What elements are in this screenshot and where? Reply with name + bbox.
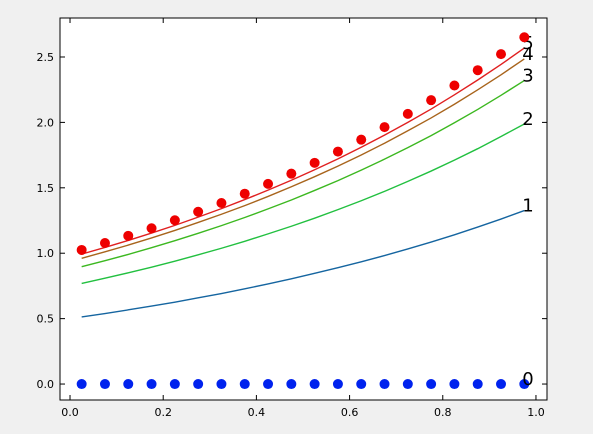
- axes-frame: [59, 17, 548, 401]
- marker: [519, 379, 530, 390]
- marker: [496, 49, 507, 60]
- marker: [472, 65, 483, 76]
- marker: [309, 379, 320, 390]
- marker: [146, 379, 157, 390]
- line: [81, 79, 525, 268]
- marker: [309, 157, 320, 168]
- marker: [379, 122, 390, 133]
- x-tick-label: 0.4: [248, 406, 266, 419]
- y-tick-label: 2.0: [37, 116, 55, 129]
- marker: [76, 379, 87, 390]
- marker: [169, 215, 180, 226]
- y-tick-label: 0.5: [37, 313, 55, 326]
- marker: [402, 108, 413, 119]
- marker: [169, 379, 180, 390]
- marker: [332, 379, 343, 390]
- x-tick-label: 1.0: [527, 406, 545, 419]
- marker: [356, 379, 367, 390]
- y-tick-label: 1.0: [37, 247, 55, 260]
- marker: [193, 206, 204, 217]
- marker: [356, 134, 367, 145]
- marker: [99, 379, 110, 390]
- marker: [146, 223, 157, 234]
- marker: [99, 238, 110, 249]
- marker: [379, 379, 390, 390]
- marker: [472, 379, 483, 390]
- marker: [123, 230, 134, 241]
- series-label: 0: [522, 369, 533, 390]
- y-tick-label: 1.5: [37, 182, 55, 195]
- y-tick-label: 0.0: [37, 378, 55, 391]
- marker: [239, 379, 250, 390]
- marker: [216, 379, 227, 390]
- y-tick-label: 2.5: [37, 51, 55, 64]
- marker: [402, 379, 413, 390]
- x-tick-label: 0.6: [341, 406, 359, 419]
- series-label: 5: [522, 33, 533, 54]
- marker: [332, 146, 343, 157]
- marker: [263, 379, 274, 390]
- line: [81, 209, 525, 318]
- x-tick-label: 0.2: [154, 406, 172, 419]
- marker: [239, 188, 250, 199]
- marker: [449, 80, 460, 91]
- marker: [519, 32, 530, 43]
- marker: [426, 379, 437, 390]
- marker: [286, 168, 297, 179]
- line: [81, 58, 525, 259]
- marker: [216, 197, 227, 208]
- series-label: 1: [522, 196, 533, 217]
- series-label: 4: [522, 44, 533, 65]
- series-label: 2: [522, 109, 533, 130]
- marker: [193, 379, 204, 390]
- plot-area: [60, 18, 547, 400]
- marker: [76, 244, 87, 255]
- marker: [496, 379, 507, 390]
- marker: [123, 379, 134, 390]
- x-tick-label: 0.0: [61, 406, 79, 419]
- marker: [286, 379, 297, 390]
- line: [81, 47, 525, 255]
- marker: [449, 379, 460, 390]
- line: [81, 123, 525, 285]
- x-tick-label: 0.8: [434, 406, 452, 419]
- marker: [263, 178, 274, 189]
- marker: [426, 95, 437, 106]
- series-label: 3: [522, 66, 533, 87]
